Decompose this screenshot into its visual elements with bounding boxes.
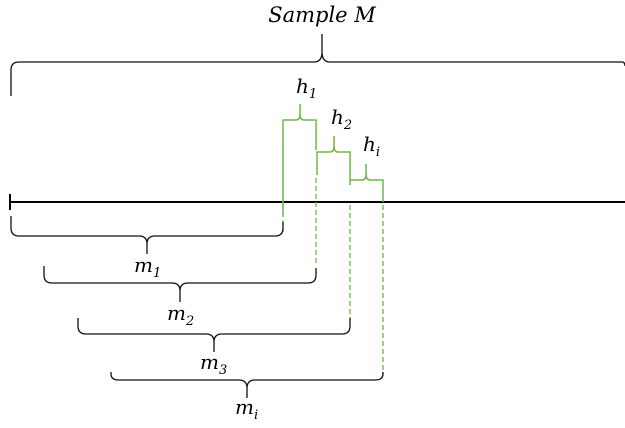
hi-bracket <box>349 164 384 202</box>
m1-label: m1 <box>134 253 161 281</box>
m2-label: m2 <box>167 301 194 329</box>
sample-brace <box>10 34 625 96</box>
m1-brace <box>10 216 284 254</box>
m2-brace <box>43 266 317 302</box>
mi-label: mi <box>235 395 258 423</box>
h2-label: h2 <box>331 105 352 133</box>
h2-bracket <box>316 136 351 180</box>
m3-brace <box>77 318 351 352</box>
sample-title: Sample M <box>268 3 376 27</box>
hi-label: hi <box>363 132 380 160</box>
h1-bracket <box>282 104 317 214</box>
mi-brace <box>110 372 384 398</box>
m3-label: m3 <box>200 350 227 378</box>
h1-label: h1 <box>296 74 317 102</box>
